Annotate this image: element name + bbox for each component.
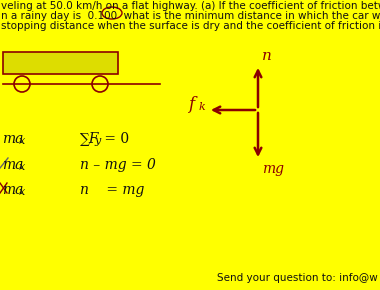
Text: ma: ma: [2, 132, 24, 146]
Circle shape: [92, 76, 108, 92]
Text: = 0: = 0: [100, 132, 129, 146]
Circle shape: [14, 76, 30, 92]
Text: n – mg = 0: n – mg = 0: [80, 158, 156, 172]
Text: n    = mg: n = mg: [80, 183, 144, 197]
Text: x: x: [19, 187, 25, 197]
Bar: [3, 52, 118, 74]
Text: ∑F: ∑F: [80, 132, 100, 146]
Text: ma: ma: [2, 183, 24, 197]
Text: mg: mg: [262, 162, 284, 176]
Text: veling at 50.0 km/h on a flat highway. (a) If the coefficient of friction betwee: veling at 50.0 km/h on a flat highway. (…: [1, 1, 380, 11]
Text: Send your question to: info@w: Send your question to: info@w: [217, 273, 378, 283]
Text: n: n: [262, 49, 272, 63]
Text: f: f: [188, 96, 194, 113]
Text: x: x: [19, 162, 25, 172]
Text: stopping distance when the surface is dry and the coefficient of friction is: stopping distance when the surface is dr…: [1, 21, 380, 31]
Text: ma: ma: [2, 158, 24, 172]
Text: x: x: [19, 136, 25, 146]
Text: k: k: [199, 102, 206, 112]
Text: n a rainy day is  0.100  what is the minimum distance in which the car will s: n a rainy day is 0.100 what is the minim…: [1, 11, 380, 21]
Text: y: y: [94, 136, 100, 146]
